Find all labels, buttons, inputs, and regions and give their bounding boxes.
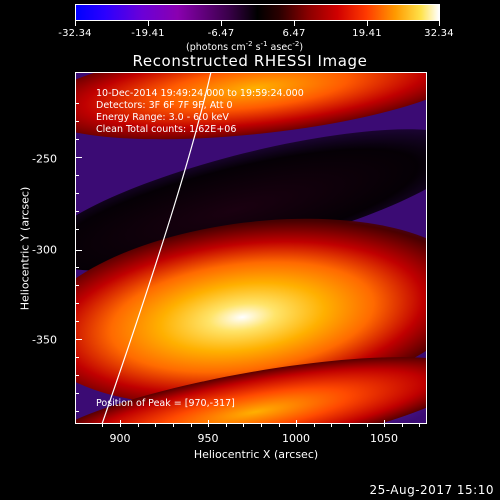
x-tick <box>120 420 121 427</box>
x-minor-tick <box>191 423 192 427</box>
x-minor-tick <box>314 423 315 427</box>
x-minor-tick <box>155 423 156 427</box>
x-minor-tick <box>331 423 332 427</box>
colorbar-tick <box>294 20 295 26</box>
x-tick-label: 950 <box>197 432 219 445</box>
colorbar-label: 19.41 <box>352 28 382 39</box>
x-tick <box>296 420 297 427</box>
x-minor-tick <box>367 423 368 427</box>
x-minor-tick <box>138 423 139 427</box>
y-tick-label: -350 <box>32 333 57 347</box>
x-minor-tick <box>243 423 244 427</box>
x-minor-tick <box>419 423 420 427</box>
x-tick-label: 1000 <box>282 432 310 445</box>
colorbar-tick <box>148 20 149 26</box>
y-minor-tick <box>75 139 79 140</box>
y-minor-tick <box>75 121 79 122</box>
colorbar-tick <box>75 20 76 26</box>
y-minor-tick <box>75 357 79 358</box>
plot-frame <box>75 72 427 424</box>
x-minor-tick <box>226 423 227 427</box>
x-minor-tick <box>402 423 403 427</box>
limb-curve <box>101 72 212 424</box>
y-minor-tick <box>75 375 79 376</box>
y-tick-label: -300 <box>32 243 57 257</box>
y-minor-tick <box>75 175 79 176</box>
y-minor-tick <box>75 393 79 394</box>
colorbar-label: -19.41 <box>131 28 165 39</box>
colorbar-tick <box>367 20 368 26</box>
time-range: 10-Dec-2014 19:49:24.000 to 19:59:24.000 <box>96 88 304 99</box>
x-minor-tick <box>102 423 103 427</box>
colorbar <box>75 4 440 21</box>
clean-counts: Clean Total counts: 1.62E+06 <box>96 124 237 135</box>
y-minor-tick <box>75 267 79 268</box>
y-minor-tick <box>75 103 79 104</box>
x-tick-label: 1050 <box>370 432 398 445</box>
y-minor-tick <box>75 321 79 322</box>
x-minor-tick <box>173 423 174 427</box>
colorbar-tick <box>221 20 222 26</box>
energy-range: Energy Range: 3.0 - 6.0 keV <box>96 112 229 123</box>
colorbar-label: 6.47 <box>282 28 306 39</box>
x-minor-tick <box>349 423 350 427</box>
rhessi-image: 10-Dec-2014 19:49:24.000 to 19:59:24.000… <box>75 72 427 424</box>
y-tick <box>75 157 82 158</box>
y-axis-label: Heliocentric Y (arcsec) <box>18 186 32 311</box>
colorbar-label: 32.34 <box>424 28 454 39</box>
x-tick-label: 900 <box>109 432 131 445</box>
colorbar-tick <box>439 20 440 26</box>
y-minor-tick <box>75 411 79 412</box>
x-minor-tick <box>279 423 280 427</box>
colorbar-label: -32.34 <box>58 28 92 39</box>
y-tick <box>75 339 82 340</box>
y-minor-tick <box>75 229 79 230</box>
colorbar-units: (photons cm-2 s-1 asec-2) <box>186 40 304 54</box>
x-tick <box>208 420 209 427</box>
x-tick <box>384 420 385 427</box>
y-minor-tick <box>75 211 79 212</box>
peak-position: Position of Peak = [970,-317] <box>96 398 235 409</box>
x-axis-label: Heliocentric X (arcsec) <box>193 448 319 461</box>
image-title: Reconstructed RHESSI Image <box>132 52 368 70</box>
y-tick <box>75 250 82 251</box>
detectors: Detectors: 3F 6F 7F 9F, Att 0 <box>96 100 233 111</box>
y-minor-tick <box>75 193 79 194</box>
colorbar-label: -6.47 <box>207 28 235 39</box>
y-minor-tick <box>75 303 79 304</box>
y-tick-label: -250 <box>32 152 57 166</box>
x-minor-tick <box>261 423 262 427</box>
y-minor-tick <box>75 285 79 286</box>
timestamp: 25-Aug-2017 15:10 <box>369 483 494 497</box>
